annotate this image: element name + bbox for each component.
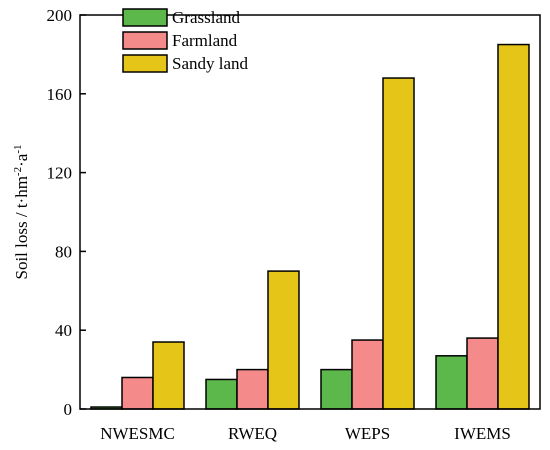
- bar-farmland: [121, 376, 154, 410]
- bar-sandy-land: [152, 341, 185, 410]
- x-tick-label: NWESMC: [100, 424, 175, 443]
- legend-swatch: [122, 54, 168, 73]
- bar-grassland: [320, 368, 353, 410]
- y-tick-label: 160: [47, 85, 73, 104]
- legend-swatch: [122, 8, 168, 27]
- bar-sandy-land: [497, 43, 530, 410]
- legend-label: Sandy land: [172, 54, 249, 73]
- y-tick-label: 80: [55, 242, 72, 261]
- legend-label: Grassland: [172, 8, 240, 27]
- y-axis-label-main: Soil loss / t·hm: [12, 176, 31, 279]
- y-tick-label: 200: [47, 6, 73, 25]
- x-tick-label: WEPS: [345, 424, 390, 443]
- bar-grassland: [435, 355, 468, 410]
- y-tick-label: 120: [47, 164, 73, 183]
- legend-label: Farmland: [172, 31, 238, 50]
- x-tick-label: RWEQ: [228, 424, 277, 443]
- bar-sandy-land: [382, 77, 415, 410]
- bar-grassland: [205, 378, 238, 410]
- y-tick-label: 0: [64, 400, 73, 419]
- y-axis-label-mid: ·a: [12, 153, 31, 167]
- bars-group: [90, 43, 530, 410]
- y-axis-label-sup-1: -2: [12, 167, 24, 176]
- y-tick-label: 40: [55, 321, 72, 340]
- y-axis-label: Soil loss / t·hm-2·a-1: [12, 145, 31, 280]
- plot-frame: [79, 14, 541, 410]
- x-axis: NWESMC RWEQ WEPS IWEMS: [100, 424, 511, 443]
- y-axis: 0 40 80 120 160 200: [47, 6, 86, 419]
- y-axis-label-sup-2: -1: [12, 145, 24, 154]
- legend-swatch: [122, 31, 168, 50]
- bar-farmland: [351, 339, 384, 410]
- bar-sandy-land: [267, 270, 300, 410]
- legend: Grassland Farmland Sandy land: [122, 8, 249, 73]
- bar-farmland: [236, 368, 269, 410]
- x-tick-label: IWEMS: [454, 424, 511, 443]
- bar-farmland: [466, 337, 499, 410]
